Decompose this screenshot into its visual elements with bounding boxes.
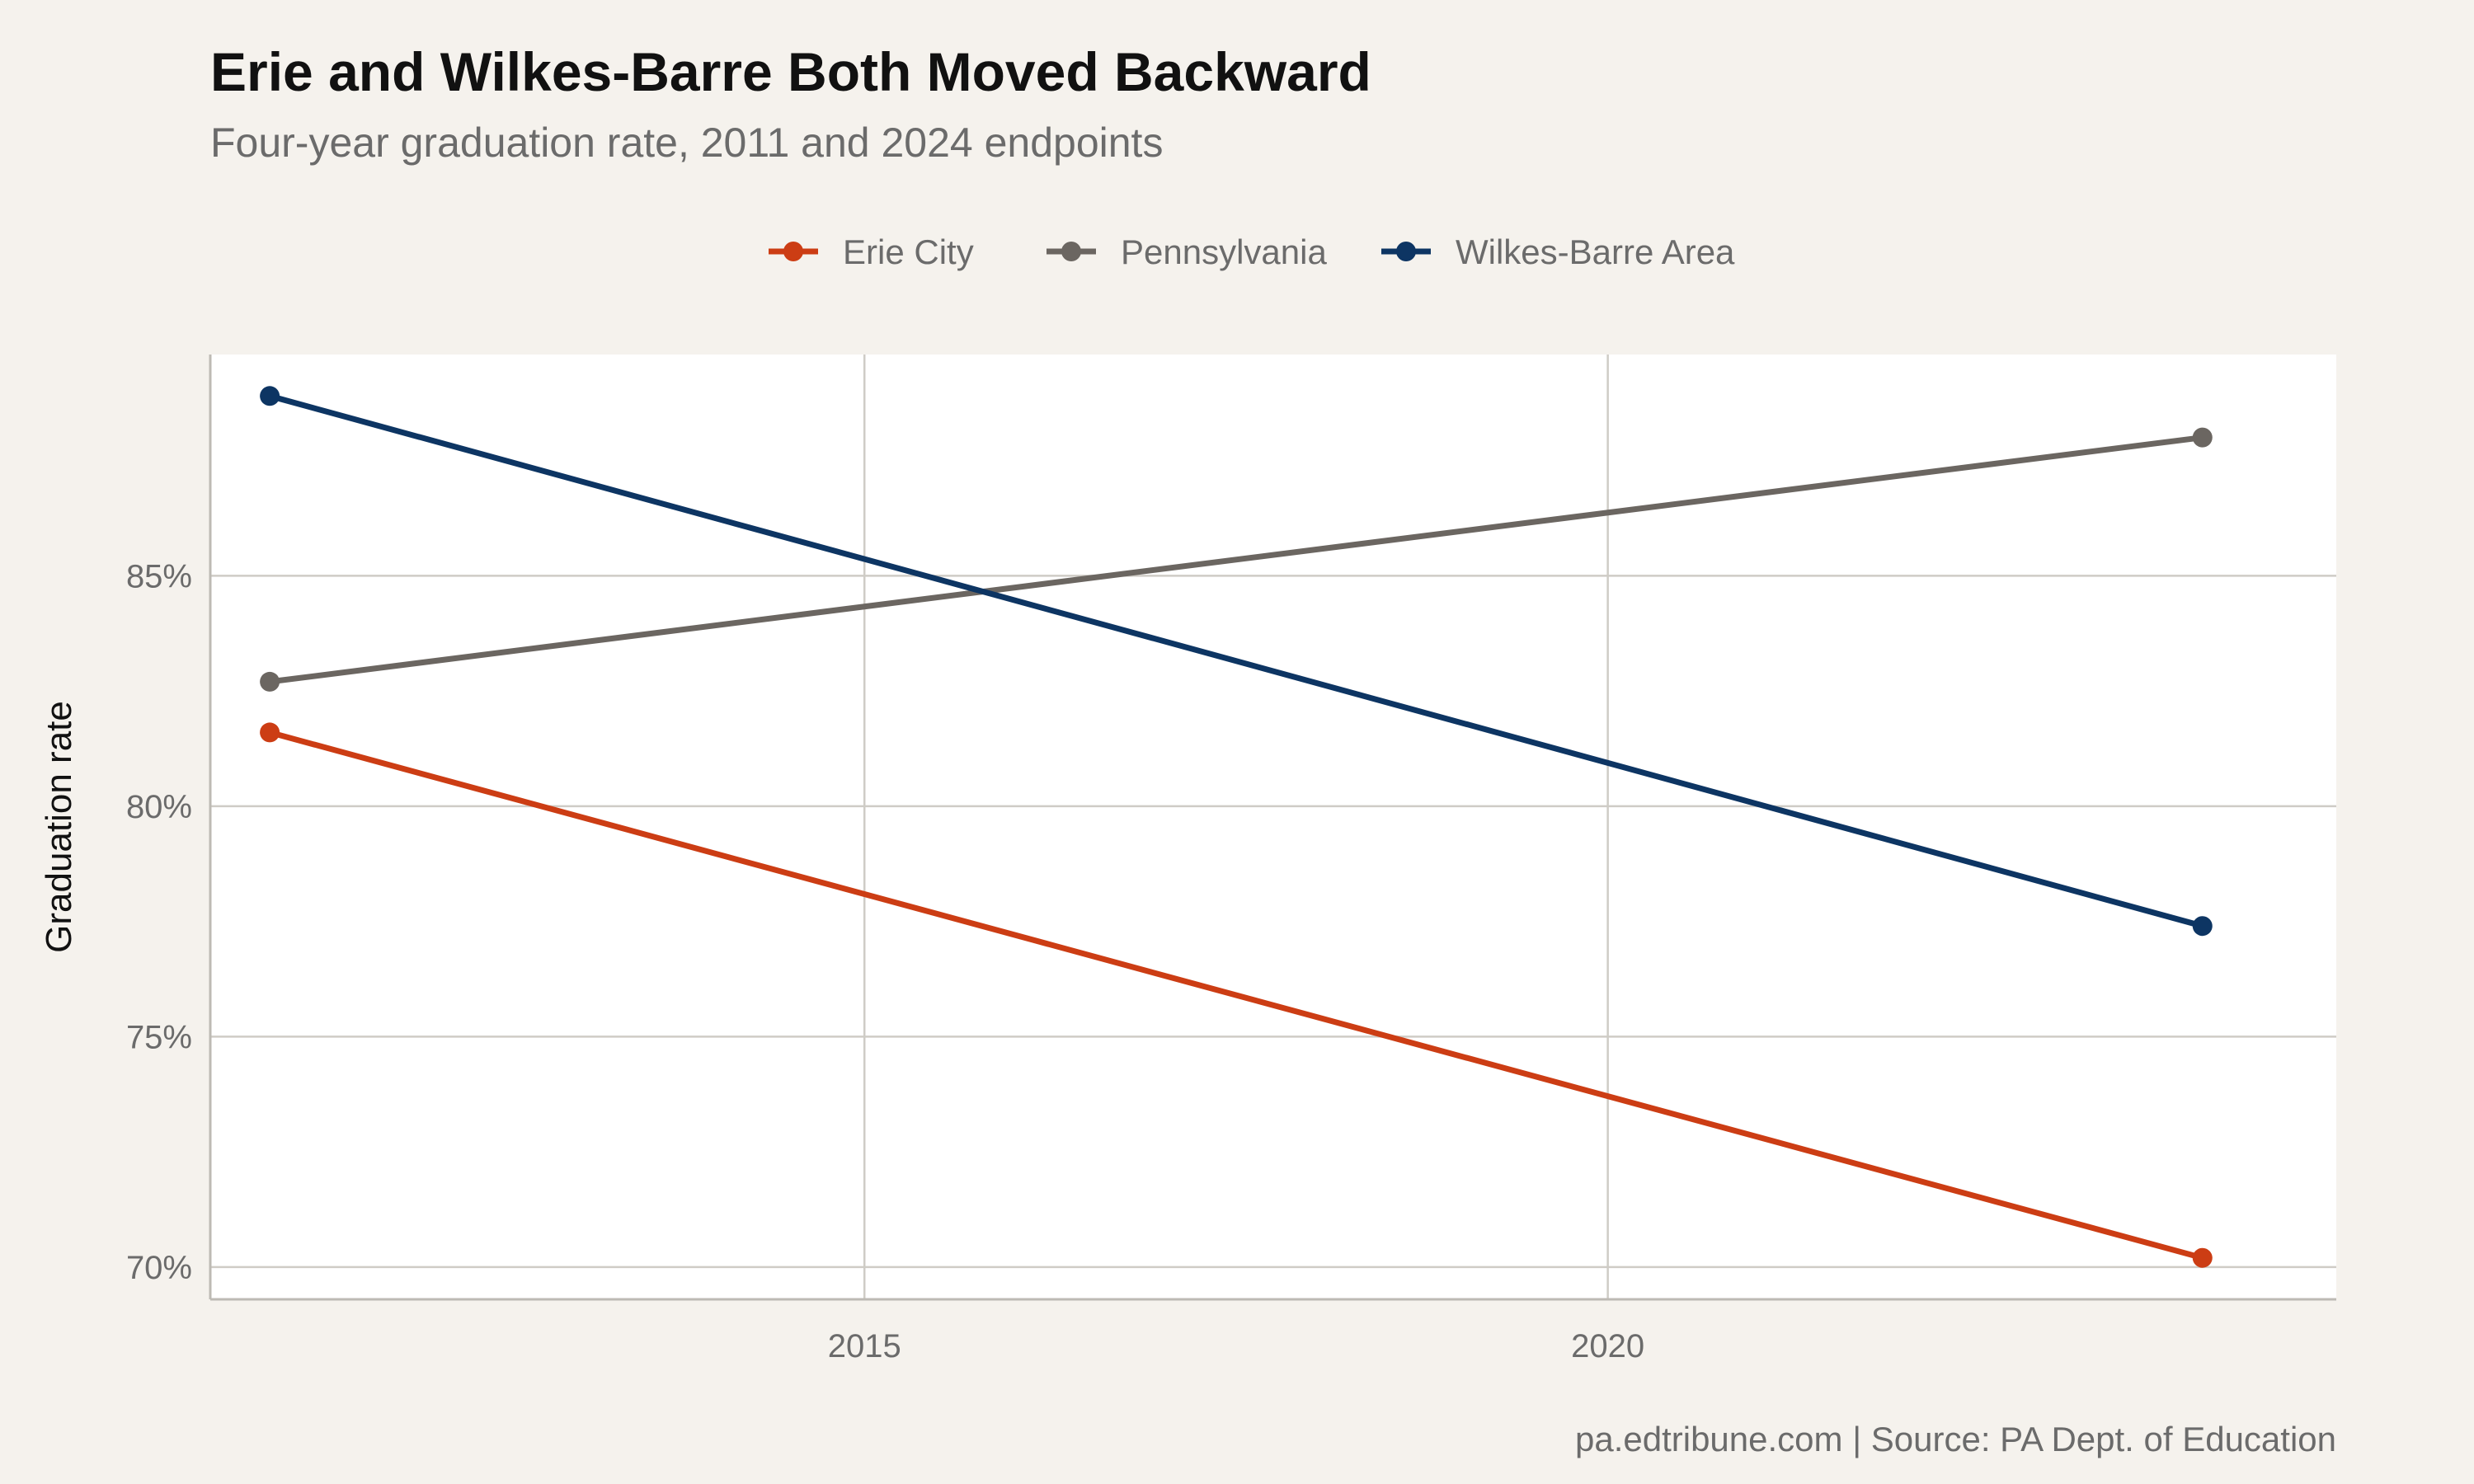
series-line-wilkes-barre-area xyxy=(269,392,2204,929)
y-tick-label: 75% xyxy=(126,1019,192,1055)
legend-item-pennsylvania: Pennsylvania xyxy=(1047,232,1327,271)
data-point-erie-city xyxy=(260,722,280,743)
legend-key-point xyxy=(1396,242,1416,261)
legend-item-erie-city: Erie City xyxy=(769,232,974,271)
chart-caption: pa.edtribune.com | Source: PA Dept. of E… xyxy=(1575,1420,2336,1458)
legend-label: Wilkes-Barre Area xyxy=(1456,232,1735,271)
series-line-pennsylvania xyxy=(269,434,2204,685)
data-series xyxy=(260,386,2213,1268)
y-tick-label: 70% xyxy=(126,1250,192,1286)
legend-label: Pennsylvania xyxy=(1121,232,1327,271)
plot-panel xyxy=(210,355,2336,1299)
legend-key-point xyxy=(1061,242,1081,261)
legend: Erie City Pennsylvania Wilkes-Barre Area xyxy=(769,232,1735,271)
legend-item-wilkes-barre-area: Wilkes-Barre Area xyxy=(1381,232,1735,271)
y-axis-title: Graduation rate xyxy=(39,701,79,953)
x-tick-label: 2015 xyxy=(828,1328,901,1364)
series-line-erie-city xyxy=(269,730,2204,1261)
chart-title: Erie and Wilkes-Barre Both Moved Backwar… xyxy=(210,41,1371,102)
legend-label: Erie City xyxy=(843,232,974,271)
legend-key-point xyxy=(783,242,803,261)
x-tick-label: 2020 xyxy=(1571,1328,1644,1364)
y-tick-label: 85% xyxy=(126,558,192,594)
data-point-wilkes-barre-area xyxy=(2192,916,2213,937)
data-point-pennsylvania xyxy=(2192,427,2213,448)
y-tick-label: 80% xyxy=(126,789,192,825)
gridlines xyxy=(210,355,2336,1299)
data-point-wilkes-barre-area xyxy=(260,386,280,406)
data-point-pennsylvania xyxy=(260,671,280,692)
data-point-erie-city xyxy=(2192,1247,2213,1268)
chart-subtitle: Four-year graduation rate, 2011 and 2024… xyxy=(210,120,1163,166)
tick-labels: 70% 75% 80% 85% 2015 2020 xyxy=(126,558,1644,1364)
